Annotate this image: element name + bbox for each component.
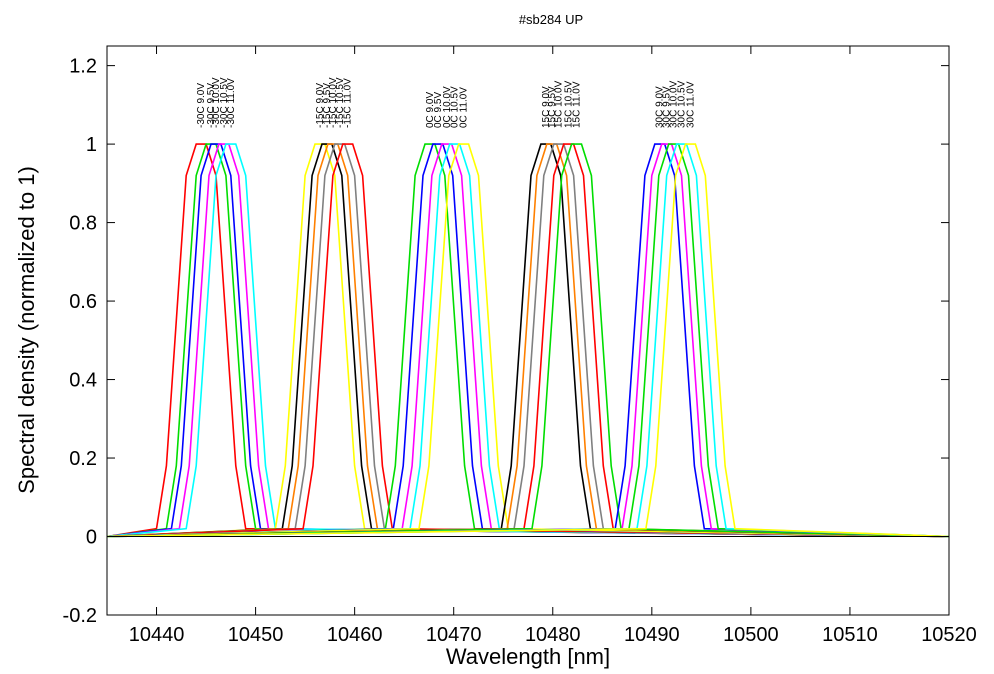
series-line	[106, 143, 950, 538]
peak-label: -30C 9.5V	[206, 83, 217, 128]
peak-label: 30C 11.0V	[686, 81, 697, 128]
series-line	[106, 143, 950, 538]
series-line	[106, 143, 950, 538]
peak-label: 30C 9.5V	[662, 86, 673, 128]
x-tick-label: 10480	[525, 624, 581, 646]
peak-label: 0C 10.5V	[450, 86, 461, 128]
peak-label: -15C 11.0V	[343, 78, 354, 128]
series-line	[106, 143, 950, 538]
y-tick-label: 0.6	[69, 291, 97, 313]
x-tick-label: 10490	[624, 624, 680, 646]
x-tick-label: 10450	[228, 624, 284, 646]
peak-label: -30C 10.5V	[219, 77, 230, 128]
series-layer	[106, 143, 950, 538]
peak-label: -15C 9.5V	[322, 83, 333, 128]
y-tick-label: 0.2	[69, 448, 97, 470]
y-tick-label: -0.2	[63, 605, 97, 627]
series-line	[106, 143, 950, 538]
series-line	[106, 143, 950, 538]
series-line	[106, 143, 950, 538]
peak-label: -15C 9.0V	[315, 83, 326, 128]
y-tick-label: 0	[86, 527, 97, 549]
peak-labels: -30C 9.0V-30C 9.5V-30C 10.0V-30C 10.5V-3…	[196, 77, 696, 128]
x-tick-label: 10470	[426, 624, 482, 646]
series-line	[106, 143, 950, 538]
series-line	[106, 143, 950, 538]
peak-label: 15C 10.0V	[554, 80, 565, 128]
peak-label: 15C 10.5V	[564, 80, 575, 128]
y-axis-label: Spectral density (normalized to 1)	[14, 166, 39, 494]
series-line	[106, 143, 950, 538]
ticks-layer: 10440 10450 10460 10470 10480 10490 10500 10510…	[63, 46, 977, 646]
series-line	[106, 143, 950, 538]
x-tick-label: 10500	[723, 624, 779, 646]
y-tick-label: 1	[86, 134, 97, 156]
peak-label: 0C 9.5V	[433, 92, 444, 128]
peak-label: -30C 9.0V	[196, 83, 207, 128]
series-line	[106, 143, 950, 538]
y-tick-label: 0.8	[69, 213, 97, 235]
peak-label: 30C 9.0V	[655, 86, 666, 128]
chart-title: #sb284 UP	[519, 12, 583, 27]
peak-label: 15C 9.5V	[547, 86, 558, 128]
x-tick-label: 10440	[129, 624, 185, 646]
peak-label: 0C 10.0V	[442, 86, 453, 128]
peak-label: -15C 10.0V	[328, 77, 339, 128]
series-line	[106, 143, 950, 538]
series-line	[106, 143, 950, 538]
peak-label: -30C 10.0V	[211, 77, 222, 128]
series-line	[106, 143, 950, 538]
x-tick-label: 10510	[822, 624, 878, 646]
series-line	[106, 143, 950, 538]
peak-label: 0C 9.0V	[425, 92, 436, 128]
series-line	[106, 143, 950, 538]
x-tick-label: 10460	[327, 624, 383, 646]
series-line	[106, 143, 950, 538]
peak-label: -15C 10.5V	[335, 77, 346, 128]
series-line	[106, 143, 950, 538]
peak-label: 30C 10.5V	[677, 80, 688, 128]
y-tick-label: 1.2	[69, 56, 97, 78]
series-line	[106, 143, 950, 538]
peak-label: 15C 9.0V	[541, 86, 552, 128]
peak-label: 0C 11.0V	[459, 87, 470, 128]
peak-label: 30C 10.0V	[669, 80, 680, 128]
series-line	[106, 143, 950, 538]
peak-label: 15C 11.0V	[572, 81, 583, 128]
plot-frame	[106, 45, 950, 616]
x-axis-label: Wavelength [nm]	[446, 644, 610, 669]
series-line	[106, 143, 950, 538]
y-tick-label: 0.4	[69, 370, 97, 392]
series-line	[106, 143, 950, 538]
x-tick-label: 10520	[921, 624, 977, 646]
series-line	[106, 143, 950, 538]
peak-label: -30C 11.0V	[226, 78, 237, 128]
